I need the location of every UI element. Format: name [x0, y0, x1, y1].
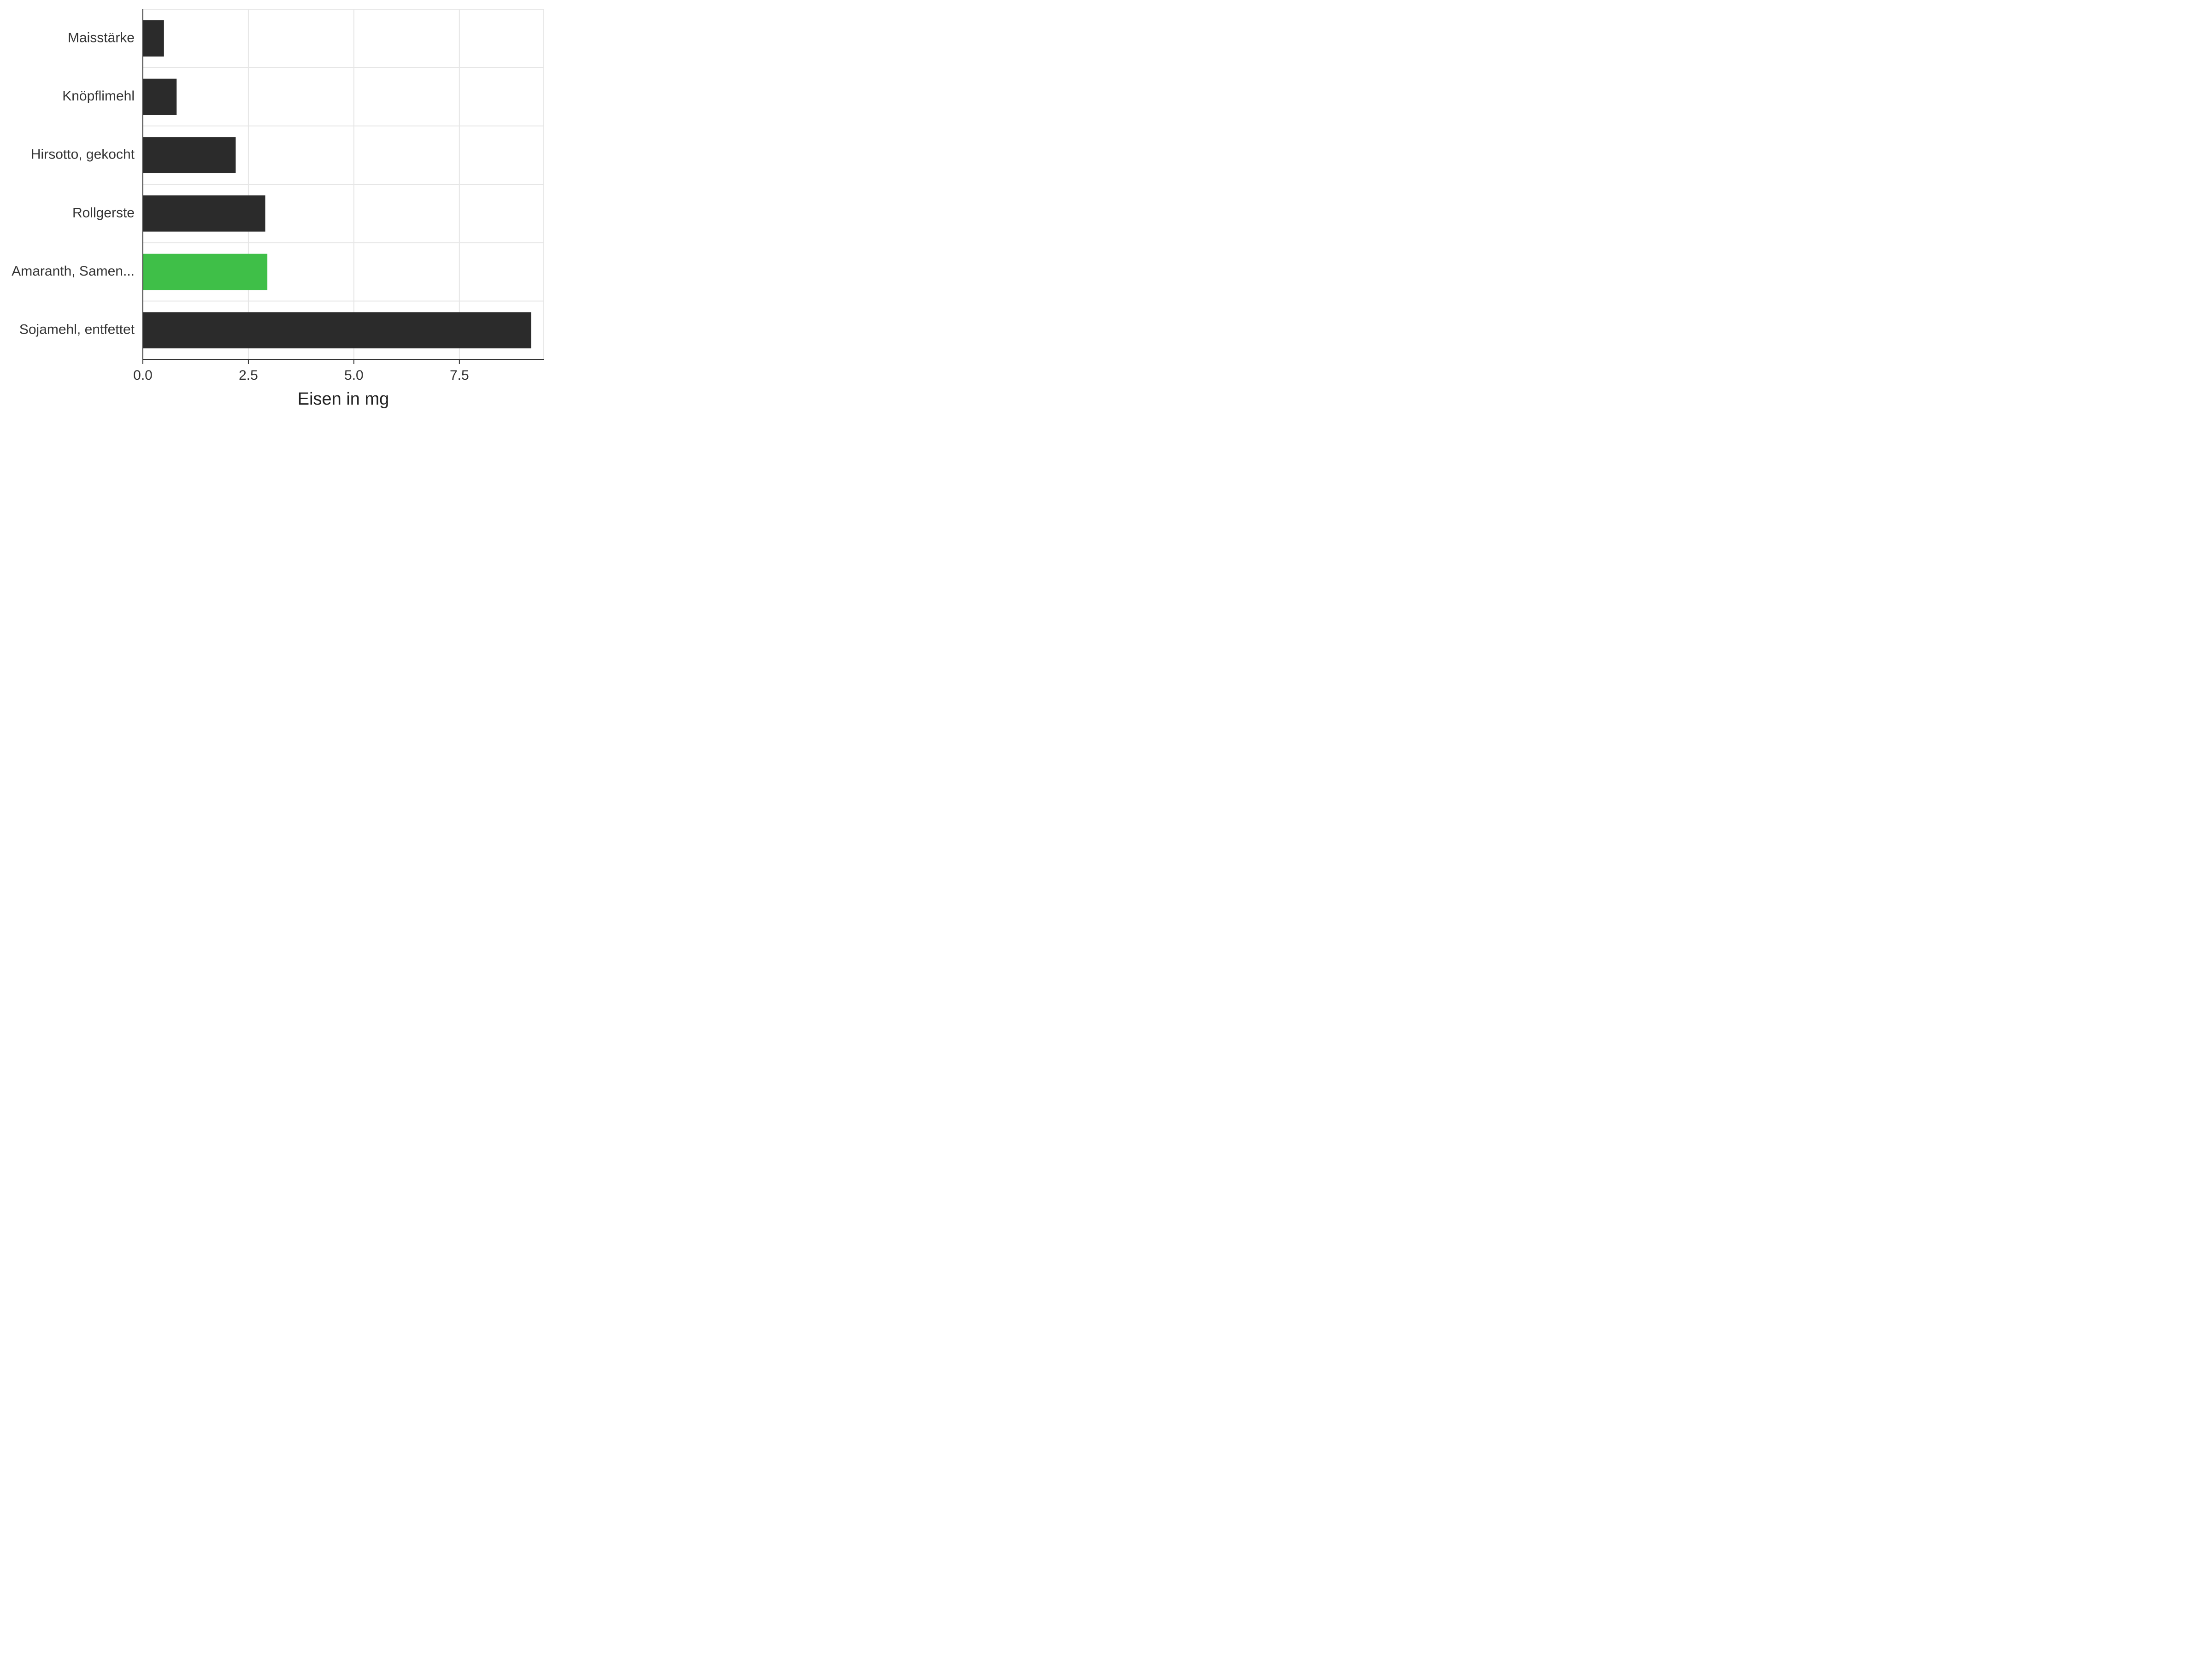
- y-tick-label-4: Amaranth, Samen...: [12, 264, 135, 279]
- y-tick-label-0: Maisstärke: [68, 30, 135, 45]
- bar-1: [143, 79, 176, 115]
- bar-5: [143, 312, 531, 348]
- x-tick-label-1: 2.5: [239, 368, 258, 383]
- iron-bar-chart: Maisstärke Knöpflimehl Hirsotto, gekocht Ro…: [0, 0, 553, 415]
- chart-svg: Maisstärke Knöpflimehl Hirsotto, gekocht Ro…: [0, 0, 553, 415]
- bar-0: [143, 20, 164, 57]
- bar-2: [143, 137, 235, 173]
- x-axis-title: Eisen in mg: [298, 389, 389, 409]
- bar-4: [143, 254, 267, 290]
- bar-3: [143, 195, 265, 232]
- x-tick-label-3: 7.5: [450, 368, 469, 383]
- y-tick-label-3: Rollgerste: [72, 205, 135, 220]
- y-tick-label-2: Hirsotto, gekocht: [31, 147, 135, 162]
- y-tick-label-5: Sojamehl, entfettet: [19, 322, 135, 337]
- x-tick-label-2: 5.0: [344, 368, 364, 383]
- y-tick-label-1: Knöpflimehl: [62, 88, 135, 104]
- x-tick-label-0: 0.0: [133, 368, 153, 383]
